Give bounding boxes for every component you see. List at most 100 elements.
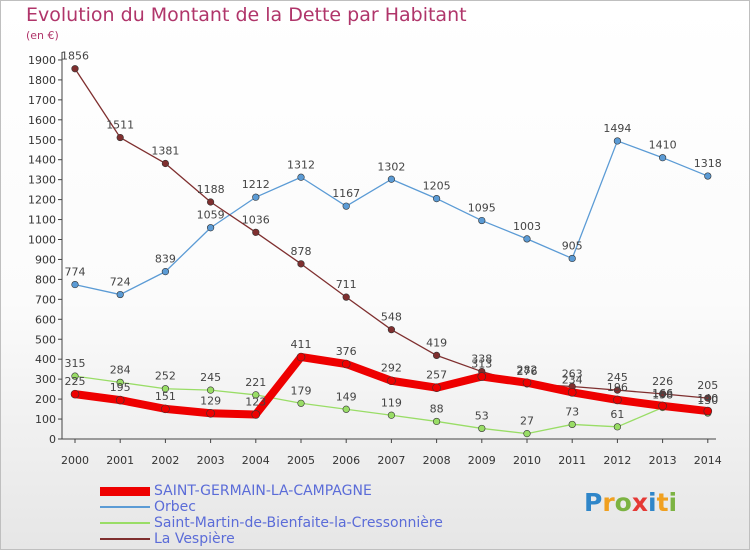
data-label: 234 [562, 373, 583, 386]
y-tick-label: 1500 [28, 134, 56, 147]
y-tick-label: 1600 [28, 114, 56, 127]
data-label: 140 [697, 392, 718, 405]
data-point [613, 137, 622, 145]
chart-title: Evolution du Montant de la Dette par Hab… [26, 4, 467, 26]
x-tick-label: 2014 [694, 454, 722, 467]
legend-swatch [100, 487, 150, 496]
x-tick-label: 2003 [197, 454, 225, 467]
x-tick-label: 2000 [61, 454, 89, 467]
data-point [116, 133, 124, 142]
data-point [613, 395, 622, 405]
data-label: 245 [607, 371, 628, 384]
data-point [523, 430, 531, 438]
x-tick-label: 2002 [151, 454, 179, 467]
data-label: 123 [245, 395, 266, 408]
legend-label: Orbec [154, 499, 196, 515]
legend-label: La Vespière [154, 531, 235, 547]
data-label: 315 [65, 357, 86, 370]
y-tick-label: 400 [35, 353, 56, 366]
data-point [613, 423, 622, 431]
data-point [658, 401, 667, 411]
y-tick-label: 700 [35, 293, 56, 306]
y-tick-label: 1700 [28, 94, 56, 107]
data-point [704, 172, 712, 180]
y-tick-label: 1400 [28, 154, 56, 167]
data-label: 195 [110, 381, 131, 394]
legend-swatch [100, 506, 150, 508]
data-label: 338 [471, 353, 492, 366]
axes: 0 100 200 300 400 500 600 700 800 900 1000 1100 1200… [28, 51, 722, 467]
data-label: 158 [652, 388, 673, 401]
data-label: 196 [607, 381, 628, 394]
data-point [71, 280, 79, 289]
data-point [251, 410, 261, 419]
data-label: 88 [430, 402, 444, 415]
data-label: 1410 [649, 139, 677, 152]
y-tick-label: 300 [35, 373, 56, 386]
data-point [71, 65, 79, 73]
data-point [161, 268, 169, 276]
data-point [297, 260, 305, 268]
x-tick-label: 2005 [287, 454, 315, 467]
data-label: 245 [200, 371, 221, 384]
data-label: 226 [652, 375, 673, 388]
data-point [296, 352, 306, 362]
data-label: 119 [381, 396, 402, 409]
data-label: 205 [697, 379, 718, 392]
data-point [658, 390, 667, 398]
x-tick-label: 2004 [242, 454, 270, 467]
data-point [567, 388, 577, 397]
data-label: 724 [110, 276, 131, 289]
data-point [252, 228, 260, 236]
series-lines [70, 65, 713, 438]
data-point [342, 202, 350, 210]
data-label: 1212 [242, 178, 270, 191]
data-label: 711 [336, 278, 357, 291]
data-label: 27 [520, 415, 534, 428]
x-tick-label: 2010 [513, 454, 541, 467]
data-label: 282 [517, 364, 538, 377]
data-label: 548 [381, 311, 402, 324]
x-tick-label: 2013 [649, 454, 677, 467]
data-point [658, 154, 667, 162]
legend-swatch [100, 522, 150, 524]
data-label: 905 [562, 239, 583, 252]
data-label: 166 [652, 387, 673, 400]
data-point [71, 372, 79, 380]
data-point [568, 420, 576, 429]
y-tick-label: 1300 [28, 174, 56, 187]
y-tick-label: 1100 [28, 214, 56, 227]
data-label: 839 [155, 253, 176, 266]
data-point [704, 394, 712, 402]
logo-letter: i [648, 488, 657, 517]
data-point [342, 405, 350, 413]
data-label: 1003 [513, 220, 541, 233]
data-point [207, 224, 215, 232]
logo-letter: t [656, 488, 669, 517]
data-label: 878 [291, 245, 312, 258]
x-tick-label: 2001 [106, 454, 134, 467]
data-label: 1167 [332, 187, 360, 200]
data-point [478, 216, 486, 225]
data-point [297, 173, 305, 181]
series-line [74, 68, 709, 399]
data-label: 313 [471, 358, 492, 371]
data-point [116, 378, 124, 386]
x-tick-label: 2011 [558, 454, 586, 467]
data-point [433, 195, 441, 203]
data-label: 1205 [423, 180, 451, 193]
data-label: 376 [336, 345, 357, 358]
data-label: 1318 [694, 157, 722, 170]
data-label: 1302 [377, 160, 405, 173]
data-label: 1188 [197, 183, 225, 196]
y-tick-label: 1000 [28, 234, 56, 247]
data-label: 411 [291, 338, 312, 351]
data-point [387, 326, 396, 334]
data-point [207, 198, 215, 206]
data-point [433, 417, 441, 426]
logo-letter: r [602, 488, 615, 517]
y-tick-label: 800 [35, 273, 56, 286]
unit-label: (en €) [26, 29, 59, 42]
data-point [342, 293, 350, 301]
